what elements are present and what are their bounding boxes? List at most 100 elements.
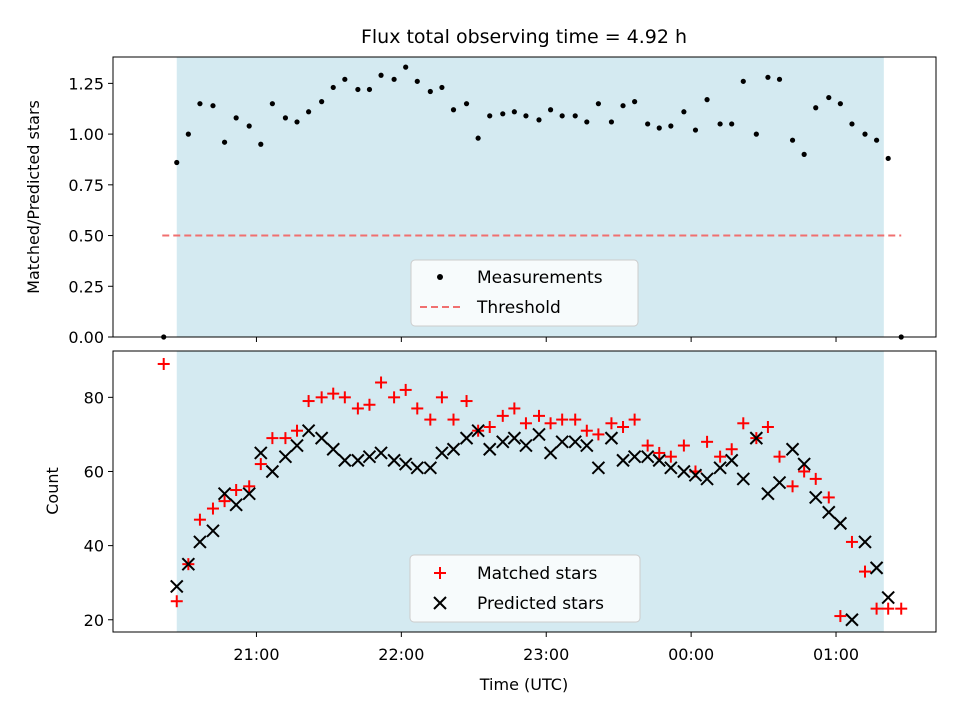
predicted-point [869,561,884,575]
measurement-point [475,135,481,141]
measurement-point [826,94,832,101]
x-tick-label: 01:00 [813,645,859,664]
measurement-point [656,125,662,131]
measurement-point [776,76,783,82]
bottom-x-ticks: 21:00 22:00 23:00 00:00 01:00 [233,632,859,664]
predicted-point [785,442,800,456]
measurement-point [873,137,880,143]
measurement-point [668,123,674,129]
predicted-point [217,487,232,501]
matched-point [399,383,412,396]
predicted-point [640,449,655,464]
predicted-point [410,461,424,475]
matched-point [882,602,895,615]
matched-point [496,409,509,422]
measurement-point [439,84,445,91]
measurement-point [620,103,626,109]
measurement-point [414,78,420,84]
measurement-point [210,103,216,109]
matched-point [870,602,883,615]
matched-point [435,391,448,404]
matched-point [786,480,799,493]
measurement-point [740,78,746,84]
matched-point [291,424,304,437]
measurement-point [801,151,807,157]
matched-point [701,435,714,448]
predicted-point [387,453,401,468]
predicted-point [797,457,811,471]
predicted-point [833,516,848,531]
legend-measurements-label: Measurements [477,268,603,288]
legend-measurements-marker [437,274,443,280]
matched-point [628,413,641,426]
predicted-point [749,431,764,445]
y-tick-label: 1.00 [68,125,104,144]
count-points [157,357,908,627]
predicted-point [242,487,256,501]
measurement-point [608,119,615,125]
measurement-point [378,72,384,78]
measurement-point [584,119,590,125]
matched-point [483,420,496,433]
legend-matched-label: Matched stars [477,564,597,584]
measurement-point [330,84,336,91]
matched-point [388,391,401,404]
matched-point [809,472,822,485]
y-tick-label: 1.25 [68,74,104,93]
measurement-point [463,101,470,107]
y-tick-label: 40 [84,537,104,556]
measurement-point [704,97,710,103]
x-tick-label: 23:00 [523,645,569,664]
matched-point [424,413,437,426]
matched-point [170,595,183,608]
measurement-point [269,101,275,107]
measurement-point [536,117,542,123]
predicted-point [858,535,872,549]
measurement-point [403,64,409,70]
measurement-point [282,115,289,121]
matched-point [315,391,328,404]
measurement-point [246,123,252,129]
matched-point [532,409,545,422]
predicted-point [446,442,461,456]
legend-predicted-label: Predicted stars [477,594,604,614]
measurement-point [306,109,312,115]
x-tick-label: 00:00 [668,645,714,664]
predicted-point [580,438,594,453]
y-tick-label: 0.00 [68,328,104,347]
measurement-point [185,131,191,137]
matched-point [447,413,460,426]
matched-point [859,565,872,578]
measurement-point [500,111,506,117]
measurement-point [849,121,855,127]
legend-threshold-label: Threshold [476,298,561,318]
predicted-point [362,449,377,464]
matched-point [677,439,690,452]
y-tick-label: 20 [84,611,104,630]
predicted-point [326,442,340,456]
matched-point [845,535,858,548]
matched-point [725,443,738,456]
measurement-point [885,155,891,162]
matched-point [327,387,340,400]
matched-point [375,376,388,389]
matched-point [279,432,292,445]
top-y-label: Matched/Predicted stars [24,100,43,294]
measurement-point [427,88,433,95]
measurement-point [632,99,638,105]
measurement-point [355,86,361,93]
predicted-point [664,461,678,475]
measurement-point [197,101,203,107]
y-tick-label: 0.50 [68,227,104,246]
measurement-point [572,113,578,119]
measurement-point [391,76,397,82]
matched-point [460,395,473,408]
predicted-point [338,453,352,468]
predicted-point [496,435,510,449]
measurement-point [559,113,565,119]
predicted-point [736,472,750,486]
matched-point [641,439,654,452]
measurement-point [450,107,457,113]
matched-point [230,484,243,497]
matched-point [193,513,206,526]
